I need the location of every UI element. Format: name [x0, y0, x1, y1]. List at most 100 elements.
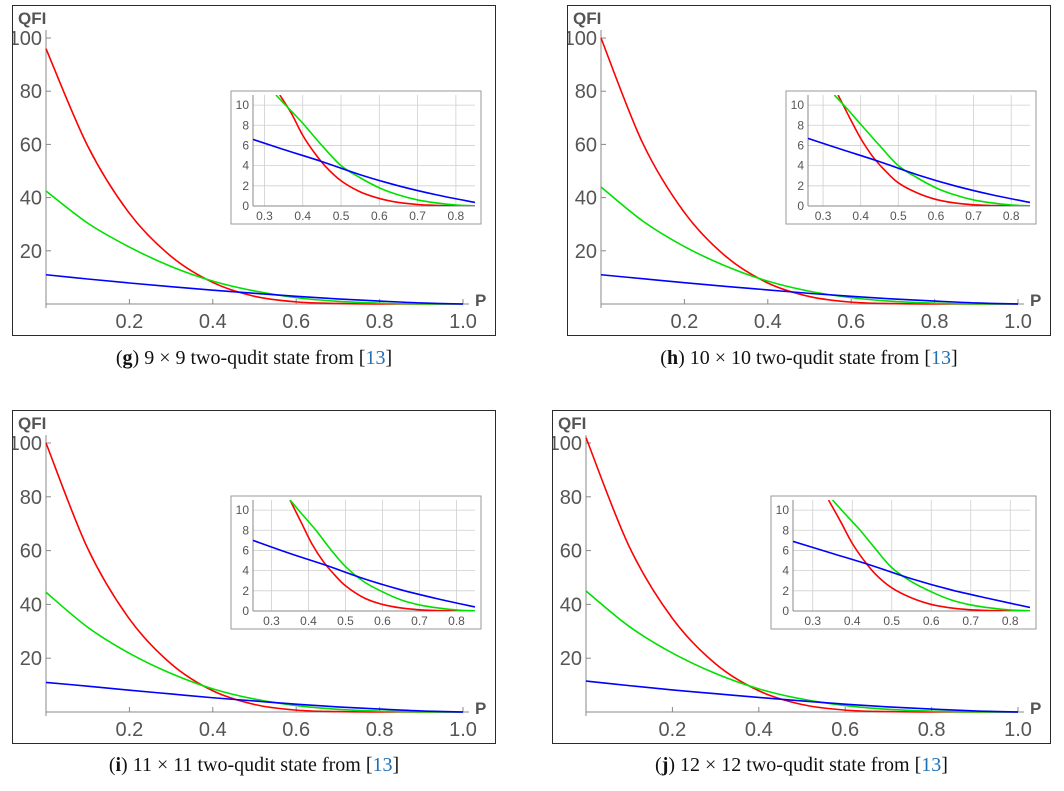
- inset-x-tick-label: 0.4: [294, 209, 311, 223]
- inset-x-tick-label: 0.3: [804, 614, 821, 628]
- y-tick-label: 100: [13, 433, 42, 455]
- chart-frame-i: QFI P 20 40 60 80 100 0.2 0.4 0.6 0.8 1.0 0.3 0.4 0.5 0…: [12, 410, 496, 744]
- chart-frame-g: QFI P 20 40 60 80 100 0.2 0.4 0.6 0.8 1.0 0.3 0.4 0.5 0…: [12, 5, 496, 336]
- series-line: [45, 273, 464, 305]
- inset-frame: [770, 495, 1037, 630]
- series-line: [600, 186, 1019, 305]
- inset-y-tick-label: 10: [791, 98, 805, 112]
- x-tick-label: 0.6: [282, 311, 310, 333]
- inset-y-tick-label: 10: [236, 98, 250, 112]
- y-axis-label: QFI: [18, 414, 46, 433]
- inset-x-tick-label: 0.6: [374, 614, 391, 628]
- x-tick-label: 0.8: [366, 311, 394, 333]
- series-line: [585, 590, 1019, 713]
- inset-y-tick-label: 6: [242, 543, 249, 557]
- inset-x-tick-label: 0.7: [965, 209, 982, 223]
- y-axis-label: QFI: [573, 9, 601, 28]
- y-axis-label: QFI: [558, 414, 586, 433]
- x-tick-label: 0.4: [199, 311, 227, 333]
- inset-x-tick-label: 0.5: [890, 209, 907, 223]
- inset-x-tick-label: 0.4: [844, 614, 861, 628]
- chart-frame-h: QFI P 20 40 60 80 100 0.2 0.4 0.6 0.8 1.0 0.3 0.4 0.5 0…: [567, 5, 1051, 336]
- inset-y-tick-label: 0: [797, 199, 804, 213]
- inset-series-line: [827, 500, 1030, 611]
- y-tick-label: 100: [553, 433, 582, 455]
- inset-series-line: [831, 500, 1030, 611]
- inset-series-line: [253, 138, 475, 204]
- x-tick-label: 0.6: [837, 311, 865, 333]
- x-tick-label: 0.2: [115, 719, 143, 741]
- y-tick-label: 100: [568, 28, 597, 50]
- caption-text: 12 × 12 two-qudit state from: [675, 754, 915, 776]
- inset-y-tick-label: 10: [776, 503, 790, 517]
- inset-y-tick-label: 6: [782, 543, 789, 557]
- x-axis-label: P: [1030, 291, 1041, 310]
- x-axis-label: P: [1030, 699, 1041, 718]
- inset-series-line: [808, 137, 1030, 204]
- inset-series-line: [793, 540, 1030, 609]
- inset-x-tick-label: 0.8: [448, 209, 465, 223]
- x-tick-label: 0.6: [831, 719, 859, 741]
- inset-y-tick-label: 4: [242, 159, 249, 173]
- caption-h: (h) 10 × 10 two-qudit state from [13]: [660, 347, 958, 369]
- inset-frame: [230, 495, 482, 630]
- inset-x-tick-label: 0.4: [300, 614, 317, 628]
- caption-text: 11 × 11 two-qudit state from: [127, 754, 366, 776]
- inset-x-tick-label: 0.8: [1003, 209, 1020, 223]
- x-tick-label: 0.2: [115, 311, 143, 333]
- x-tick-label: 1.0: [449, 719, 477, 741]
- caption-g: (g) 9 × 9 two-qudit state from [13]: [115, 347, 393, 369]
- inset-x-tick-label: 0.5: [333, 209, 350, 223]
- x-tick-label: 0.4: [745, 719, 773, 741]
- inset-series-line: [289, 500, 475, 611]
- inset-series-group: [793, 500, 1030, 611]
- x-tick-label: 0.6: [282, 719, 310, 741]
- inset-x-tick-label: 0.7: [411, 614, 428, 628]
- x-tick-label: 1.0: [449, 311, 477, 333]
- inset-x-tick-label: 0.3: [815, 209, 832, 223]
- caption-letter: i: [115, 754, 122, 776]
- citation-link[interactable]: 13: [365, 347, 386, 369]
- x-tick-label: 0.8: [921, 311, 949, 333]
- y-tick-label: 60: [575, 134, 597, 156]
- inset-plot: 0.3 0.4 0.5 0.6 0.7 0.8 0 2 4 6 8 10: [230, 90, 482, 225]
- inset-x-tick-label: 0.8: [448, 614, 465, 628]
- inset-x-tick-label: 0.5: [337, 614, 354, 628]
- inset-y-tick-label: 2: [782, 584, 789, 598]
- series-line: [45, 190, 464, 305]
- y-tick-label: 60: [560, 541, 582, 563]
- inset-frame: [785, 90, 1037, 225]
- inset-series-line: [253, 539, 475, 608]
- x-tick-label: 0.2: [670, 311, 698, 333]
- inset-y-tick-label: 0: [782, 604, 789, 618]
- inset-series-line: [279, 95, 475, 206]
- y-tick-label: 80: [20, 81, 42, 103]
- x-tick-label: 0.8: [918, 719, 946, 741]
- inset-y-tick-label: 8: [242, 523, 249, 537]
- inset-y-tick-label: 0: [242, 199, 249, 213]
- inset-x-tick-label: 0.6: [371, 209, 388, 223]
- caption-letter: g: [122, 347, 133, 369]
- series-line: [45, 591, 464, 713]
- citation-link[interactable]: 13: [372, 754, 393, 776]
- inset-y-tick-label: 8: [797, 118, 804, 132]
- citation-link[interactable]: 13: [931, 347, 952, 369]
- citation-link[interactable]: 13: [921, 754, 942, 776]
- caption-text: 10 × 10 two-qudit state from: [684, 347, 925, 369]
- inset-x-tick-label: 0.6: [923, 614, 940, 628]
- y-tick-label: 60: [20, 541, 42, 563]
- series-line: [600, 273, 1019, 305]
- x-tick-label: 0.4: [754, 311, 782, 333]
- caption-letter: h: [666, 347, 679, 369]
- inset-series-group: [253, 95, 475, 206]
- chart-frame-j: QFI P 20 40 60 80 100 0.2 0.4 0.6 0.8 1.0 0.3 0.4 0.5 0…: [552, 410, 1051, 744]
- x-tick-label: 0.2: [658, 719, 686, 741]
- inset-y-tick-label: 8: [782, 523, 789, 537]
- inset-frame: [230, 90, 482, 225]
- y-tick-label: 60: [20, 134, 42, 156]
- y-tick-label: 40: [20, 188, 42, 210]
